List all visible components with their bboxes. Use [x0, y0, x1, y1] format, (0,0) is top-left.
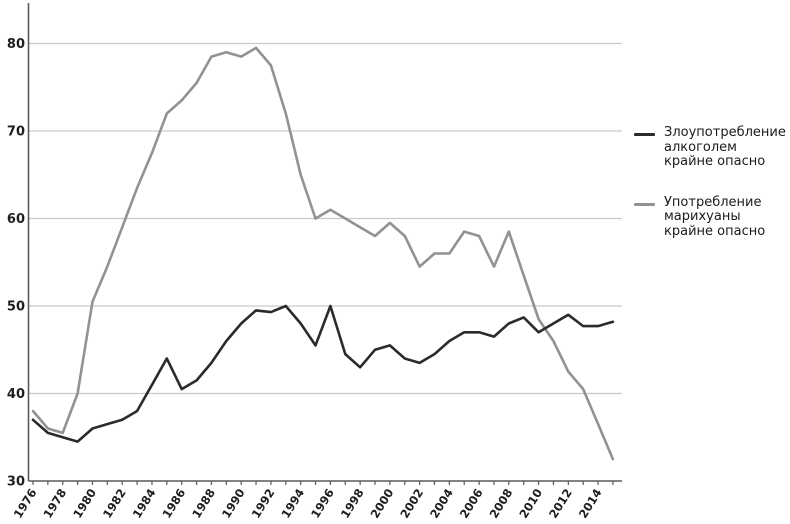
x-tick-label: 1986: [159, 486, 188, 521]
legend-swatch-marijuana-line: [634, 202, 655, 206]
y-tick-label: 60: [7, 212, 25, 227]
x-tick-label: 1990: [219, 486, 248, 521]
legend-item-marijuana: Употребление марихуаны крайне опасно: [634, 194, 790, 240]
x-tick-label: 2000: [368, 486, 397, 521]
x-tick-label: 2008: [487, 486, 516, 521]
x-tick-label: 2014: [576, 486, 605, 521]
x-tick-label: 1998: [338, 486, 367, 521]
y-tick-label: 80: [7, 37, 25, 52]
x-tick-label: 2002: [397, 486, 426, 521]
legend-label-line: крайне опасно: [664, 223, 766, 239]
legend-label-line: крайне опасно: [664, 154, 766, 169]
x-tick-label: 1980: [70, 486, 99, 521]
legend-label-marijuana: Употребление марихуаны крайне опасно: [664, 194, 766, 240]
x-tick-label: 1996: [308, 486, 337, 521]
y-tick-label: 50: [7, 300, 25, 315]
legend-label-line: алкоголем: [664, 139, 737, 155]
legend-label-line: Употребление: [664, 194, 762, 210]
y-tick-label: 30: [7, 475, 25, 490]
x-tick-label: 1978: [40, 486, 69, 521]
x-tick-label: 1992: [249, 486, 278, 521]
legend-label-line: Злоупотребление: [664, 125, 786, 140]
x-tick-label: 1984: [130, 486, 159, 521]
x-tick-label: 1988: [189, 486, 218, 521]
legend-item-alcohol: Злоупотребление алкоголем крайне опасно: [634, 125, 790, 170]
x-tick-label: 1994: [278, 486, 307, 521]
x-tick-label: 2010: [516, 486, 545, 521]
x-tick-label: 1982: [100, 486, 129, 521]
series-line-marijuana: [31, 46, 615, 461]
y-tick-label: 40: [7, 387, 25, 402]
legend-label-alcohol: Злоупотребление алкоголем крайне опасно: [664, 125, 786, 170]
x-tick-label: 1976: [11, 486, 40, 521]
legend: Злоупотребление алкоголем крайне опасно …: [634, 125, 790, 265]
legend-label-line: марихуаны: [664, 209, 741, 224]
x-tick-label: 2004: [427, 486, 456, 521]
x-tick-label: 2006: [457, 486, 486, 521]
legend-swatch-alcohol-line: [634, 133, 655, 136]
series-line-alcohol: [31, 304, 615, 443]
x-tick-label: 2012: [546, 486, 575, 521]
y-tick-label: 70: [7, 125, 25, 140]
